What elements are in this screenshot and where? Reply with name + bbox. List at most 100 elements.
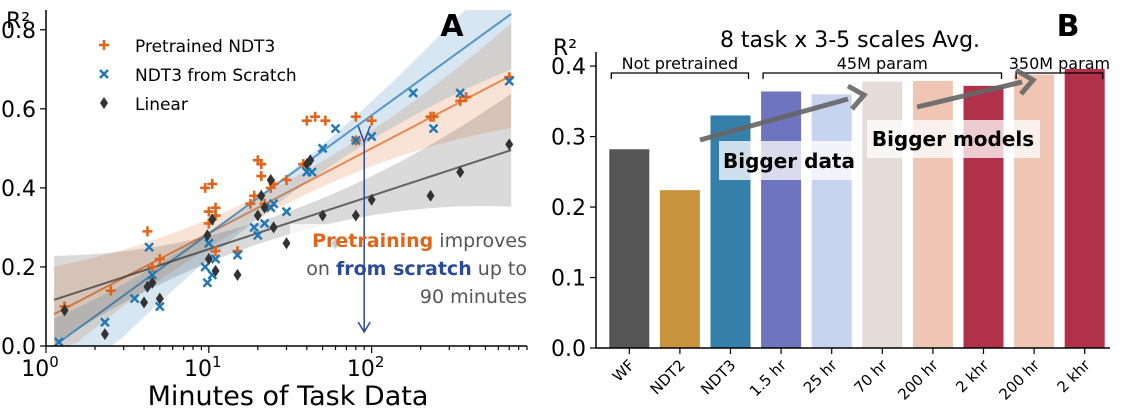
annotation-arrow-top bbox=[357, 125, 371, 145]
point-marker bbox=[455, 95, 466, 106]
point-marker bbox=[366, 131, 377, 142]
annotation-highlight-pretraining: Pretraining bbox=[312, 230, 433, 252]
x-tick-label: 25 hr bbox=[800, 356, 841, 397]
point-marker bbox=[148, 276, 157, 289]
bigger-models-label: Bigger models bbox=[872, 127, 1034, 151]
point-marker bbox=[367, 193, 376, 206]
point-marker bbox=[252, 230, 263, 241]
y-axis-label: R² bbox=[6, 9, 30, 34]
point-marker bbox=[455, 88, 466, 98]
bigger-models-arrowhead bbox=[1014, 67, 1037, 96]
bigger-data-bg bbox=[719, 141, 860, 180]
point-marker bbox=[203, 238, 214, 249]
point-marker bbox=[202, 277, 213, 288]
bigger-data-arrow bbox=[699, 96, 849, 143]
y-tick-label: 0.2 bbox=[1, 256, 36, 281]
point-marker bbox=[54, 337, 64, 347]
x-tick-label: 102 bbox=[347, 353, 385, 382]
point-marker bbox=[200, 182, 211, 193]
annotation-bg bbox=[290, 224, 528, 316]
point-marker bbox=[211, 264, 220, 277]
point-marker bbox=[317, 143, 328, 154]
point-marker bbox=[351, 209, 360, 222]
point-marker bbox=[249, 222, 260, 233]
point-marker bbox=[268, 198, 279, 209]
point-marker bbox=[320, 115, 331, 126]
point-marker bbox=[210, 254, 221, 264]
x-tick-label: 2 khr bbox=[952, 356, 993, 397]
group-brackets: Not pretrained 45M param 350M param bbox=[610, 54, 1110, 79]
bigger-data-label: Bigger data bbox=[723, 149, 855, 173]
point-marker bbox=[100, 328, 109, 341]
point-marker bbox=[99, 69, 109, 79]
annotation-prefix: on bbox=[306, 258, 336, 280]
point-marker bbox=[147, 269, 158, 280]
point-marker bbox=[203, 206, 214, 217]
point-marker bbox=[208, 213, 217, 226]
bigger-models-bg bbox=[867, 120, 1040, 158]
annotation-arrow-bottom bbox=[357, 321, 371, 334]
annotation-text-improves: improves bbox=[433, 230, 527, 252]
y-tick-label: 0.2 bbox=[551, 196, 586, 221]
point-marker bbox=[256, 159, 267, 170]
point-marker bbox=[310, 111, 321, 122]
point-marker bbox=[259, 218, 270, 229]
point-marker bbox=[256, 171, 267, 182]
point-marker bbox=[140, 296, 149, 309]
x-tick-base: 10 bbox=[184, 357, 212, 382]
point-marker bbox=[204, 253, 213, 266]
point-marker bbox=[366, 115, 377, 126]
x-tick-label: WF bbox=[609, 356, 638, 385]
point-marker bbox=[266, 173, 275, 186]
x-tick-base: 10 bbox=[347, 357, 375, 382]
point-marker bbox=[505, 138, 514, 151]
x-tick-label: 70 hr bbox=[850, 356, 891, 397]
x-tick-exponent: 2 bbox=[375, 353, 385, 371]
x-tick-label: 100 bbox=[21, 353, 59, 382]
confidence-band bbox=[54, 23, 512, 346]
y-tick-label: 0.6 bbox=[1, 98, 36, 123]
y-tick-label: 0.1 bbox=[551, 267, 586, 292]
panel-label-a: A bbox=[440, 9, 464, 44]
bars bbox=[609, 68, 1105, 349]
annotation-line-1: Pretraining improves bbox=[312, 230, 527, 252]
y-axis-label-b: R² bbox=[553, 36, 577, 61]
x-axis-label: Minutes of Task Data bbox=[148, 381, 429, 412]
x-tick-exponent: 0 bbox=[49, 353, 59, 371]
legend-label: Linear bbox=[135, 95, 188, 115]
x-tick-label: 101 bbox=[184, 353, 222, 382]
point-marker bbox=[257, 189, 266, 202]
annotation-highlight-from-scratch: from scratch bbox=[336, 258, 472, 280]
y-tick-label: 0.0 bbox=[551, 337, 586, 362]
point-marker bbox=[207, 178, 218, 189]
x-ticks: 100 101 102 bbox=[21, 346, 528, 382]
x-tick-label: 200 hr bbox=[894, 356, 942, 404]
point-marker bbox=[129, 293, 140, 304]
annotation-line-2: on from scratch up to bbox=[306, 258, 527, 280]
point-marker bbox=[281, 206, 292, 217]
chart-title-b: 8 task x 3-5 scales Avg. bbox=[720, 28, 980, 53]
point-marker bbox=[245, 198, 256, 209]
bar bbox=[1064, 68, 1105, 349]
point-marker bbox=[428, 111, 439, 122]
panel-b: 0.0 0.1 0.2 0.3 0.4 WF NDT2 NDT3 1.5 hr 25 hr 70 … bbox=[551, 9, 1110, 404]
group-bracket bbox=[1015, 72, 1104, 79]
point-marker bbox=[307, 167, 317, 177]
point-marker bbox=[100, 97, 108, 109]
x-tick-label: 200 hr bbox=[995, 356, 1043, 404]
point-marker bbox=[282, 237, 291, 250]
point-marker bbox=[260, 201, 269, 214]
point-marker bbox=[60, 304, 69, 317]
bar bbox=[761, 91, 802, 348]
bar bbox=[1014, 74, 1055, 349]
legend: Pretrained NDT3 NDT3 from Scratch Linear bbox=[99, 37, 297, 115]
callout-arrows bbox=[699, 67, 1037, 143]
group-label: 45M param bbox=[837, 54, 928, 73]
point-marker bbox=[330, 123, 341, 134]
point-marker bbox=[408, 88, 419, 98]
annotation-line-3: 90 minutes bbox=[420, 286, 527, 308]
y-ticks: 0.0 0.2 0.4 0.6 0.8 bbox=[1, 19, 46, 360]
y-tick-label: 0.0 bbox=[1, 335, 36, 360]
point-marker bbox=[232, 250, 243, 260]
group-bracket bbox=[610, 72, 750, 79]
